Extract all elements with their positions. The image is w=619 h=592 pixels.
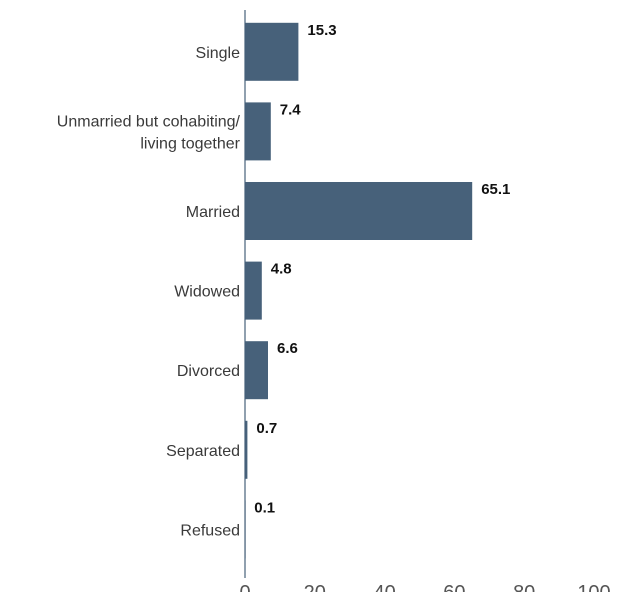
category-label-4: Divorced — [177, 363, 240, 380]
bar-5 — [245, 420, 248, 479]
bar-4 — [245, 341, 268, 400]
bars-layer — [245, 22, 473, 559]
value-label-2: 65.1 — [481, 181, 510, 198]
labels-layer: 15.3 Single 7.4 Unmarried but cohabiting/li… — [57, 22, 511, 540]
x-tick-label-2: 40 — [373, 582, 395, 592]
value-label-5: 0.7 — [256, 420, 277, 437]
value-label-0: 15.3 — [307, 22, 336, 39]
category-label-1: Unmarried but cohabiting/living together — [57, 113, 241, 152]
bar-0 — [245, 22, 299, 81]
category-label-6: Refused — [180, 522, 240, 539]
x-tick-label-1: 20 — [304, 582, 326, 592]
x-tick-label-0: 0 — [239, 582, 250, 592]
category-label-3: Widowed — [174, 284, 240, 301]
value-label-3: 4.8 — [271, 261, 292, 278]
ticks-layer: 0 20 40 60 80 100 — [239, 582, 610, 592]
x-tick-label-5: 100 — [577, 582, 610, 592]
value-label-6: 0.1 — [254, 499, 275, 516]
category-label-0: Single — [196, 45, 241, 62]
category-label-2: Married — [186, 204, 240, 221]
bar-1 — [245, 102, 271, 161]
value-label-1: 7.4 — [280, 101, 302, 118]
bar-3 — [245, 261, 262, 320]
value-label-4: 6.6 — [277, 340, 298, 357]
x-tick-label-3: 60 — [443, 582, 465, 592]
category-label-5: Separated — [166, 443, 240, 460]
x-tick-label-4: 80 — [513, 582, 535, 592]
bar-2 — [245, 182, 473, 240]
